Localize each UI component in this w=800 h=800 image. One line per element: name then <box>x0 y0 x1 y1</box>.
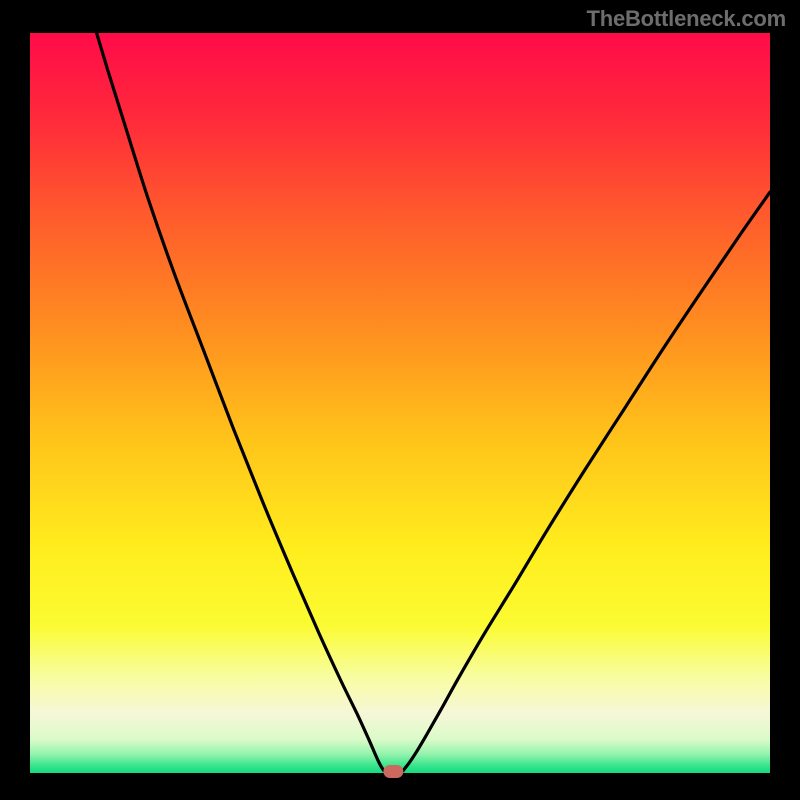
gradient-plot-area <box>30 33 770 773</box>
chart-container: TheBottleneck.com <box>0 0 800 800</box>
watermark-text: TheBottleneck.com <box>586 6 786 32</box>
bottleneck-chart <box>0 0 800 800</box>
optimal-point-marker <box>383 765 403 778</box>
